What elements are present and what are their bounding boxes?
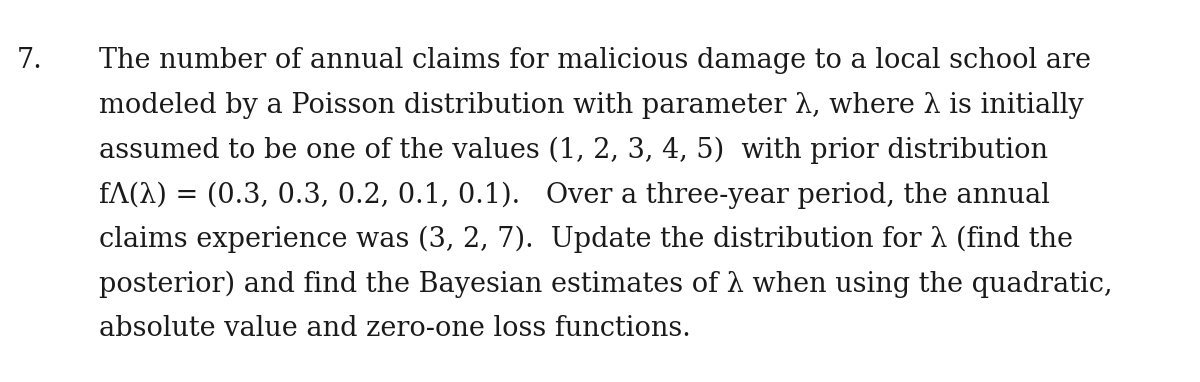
Text: posterior) and find the Bayesian estimates of λ when using the quadratic,: posterior) and find the Bayesian estimat… (98, 270, 1112, 298)
Text: 7.: 7. (17, 47, 42, 74)
Text: absolute value and zero-one loss functions.: absolute value and zero-one loss functio… (98, 316, 690, 342)
Text: fΛ(λ) = (0.3, 0.3, 0.2, 0.1, 0.1).   Over a three-year period, the annual: fΛ(λ) = (0.3, 0.3, 0.2, 0.1, 0.1). Over … (98, 181, 1050, 209)
Text: modeled by a Poisson distribution with parameter λ, where λ is initially: modeled by a Poisson distribution with p… (98, 92, 1084, 119)
Text: The number of annual claims for malicious damage to a local school are: The number of annual claims for maliciou… (98, 47, 1091, 74)
Text: assumed to be one of the values (1, 2, 3, 4, 5)  with prior distribution: assumed to be one of the values (1, 2, 3… (98, 136, 1048, 164)
Text: claims experience was (3, 2, 7).  Update the distribution for λ (find the: claims experience was (3, 2, 7). Update … (98, 226, 1073, 253)
